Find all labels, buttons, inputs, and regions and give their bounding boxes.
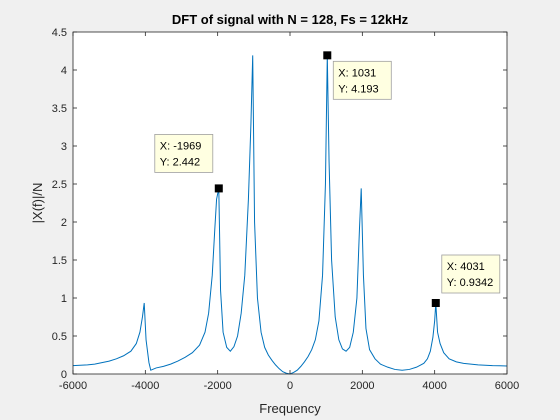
y-tick-label: 0.5: [52, 331, 67, 343]
y-tick-label: 0: [61, 369, 67, 381]
x-tick-label: 4000: [422, 380, 446, 392]
plot-area: [73, 32, 507, 374]
x-ticks: -6000 -4000 -2000 0 2000 4000 6000: [59, 32, 519, 392]
datatip-x-text: X: 1031: [338, 67, 376, 79]
datatip-marker[interactable]: [214, 184, 223, 193]
y-axis-title: |X(f)|/N: [30, 183, 45, 224]
y-tick-label: 2.5: [52, 179, 67, 191]
y-tick-label: 3: [61, 141, 67, 153]
datatip-marker[interactable]: [323, 51, 332, 60]
x-axis-title: Frequency: [259, 401, 321, 416]
y-tick-label: 1.5: [52, 255, 67, 267]
x-tick-label: 0: [287, 380, 293, 392]
datatip-y-text: Y: 2.442: [160, 156, 200, 168]
x-tick-label: -6000: [59, 380, 87, 392]
y-tick-label: 1: [61, 293, 67, 305]
datatip-x-text: X: -1969: [160, 140, 202, 152]
x-tick-label: -2000: [204, 380, 232, 392]
x-tick-label: -4000: [131, 380, 159, 392]
y-tick-label: 3.5: [52, 103, 67, 115]
y-tick-label: 2: [61, 217, 67, 229]
y-tick-label: 4.5: [52, 27, 67, 39]
datatips: X: -1969 Y: 2.442 X: 1031 Y: 4.193 X: 4031 Y:…: [154, 51, 501, 308]
datatip-marker[interactable]: [431, 299, 440, 308]
y-ticks: 0 0.5 1 1.5 2 2.5 3 3.5 4 4.5: [52, 27, 507, 381]
datatip-0[interactable]: X: -1969 Y: 2.442: [154, 134, 223, 193]
y-tick-label: 4: [61, 65, 67, 77]
datatip-1[interactable]: X: 1031 Y: 4.193: [323, 51, 392, 100]
datatip-box: [332, 60, 392, 100]
datatip-2[interactable]: X: 4031 Y: 0.9342: [431, 254, 501, 308]
chart-title: DFT of signal with N = 128, Fs = 12kHz: [172, 12, 409, 27]
datatip-y-text: Y: 4.193: [338, 83, 378, 95]
x-tick-label: 6000: [495, 380, 519, 392]
datatip-box: [441, 254, 501, 294]
datatip-box: [154, 134, 214, 173]
datatip-y-text: Y: 0.9342: [447, 277, 494, 289]
x-tick-label: 2000: [350, 380, 374, 392]
datatip-x-text: X: 4031: [447, 261, 485, 273]
